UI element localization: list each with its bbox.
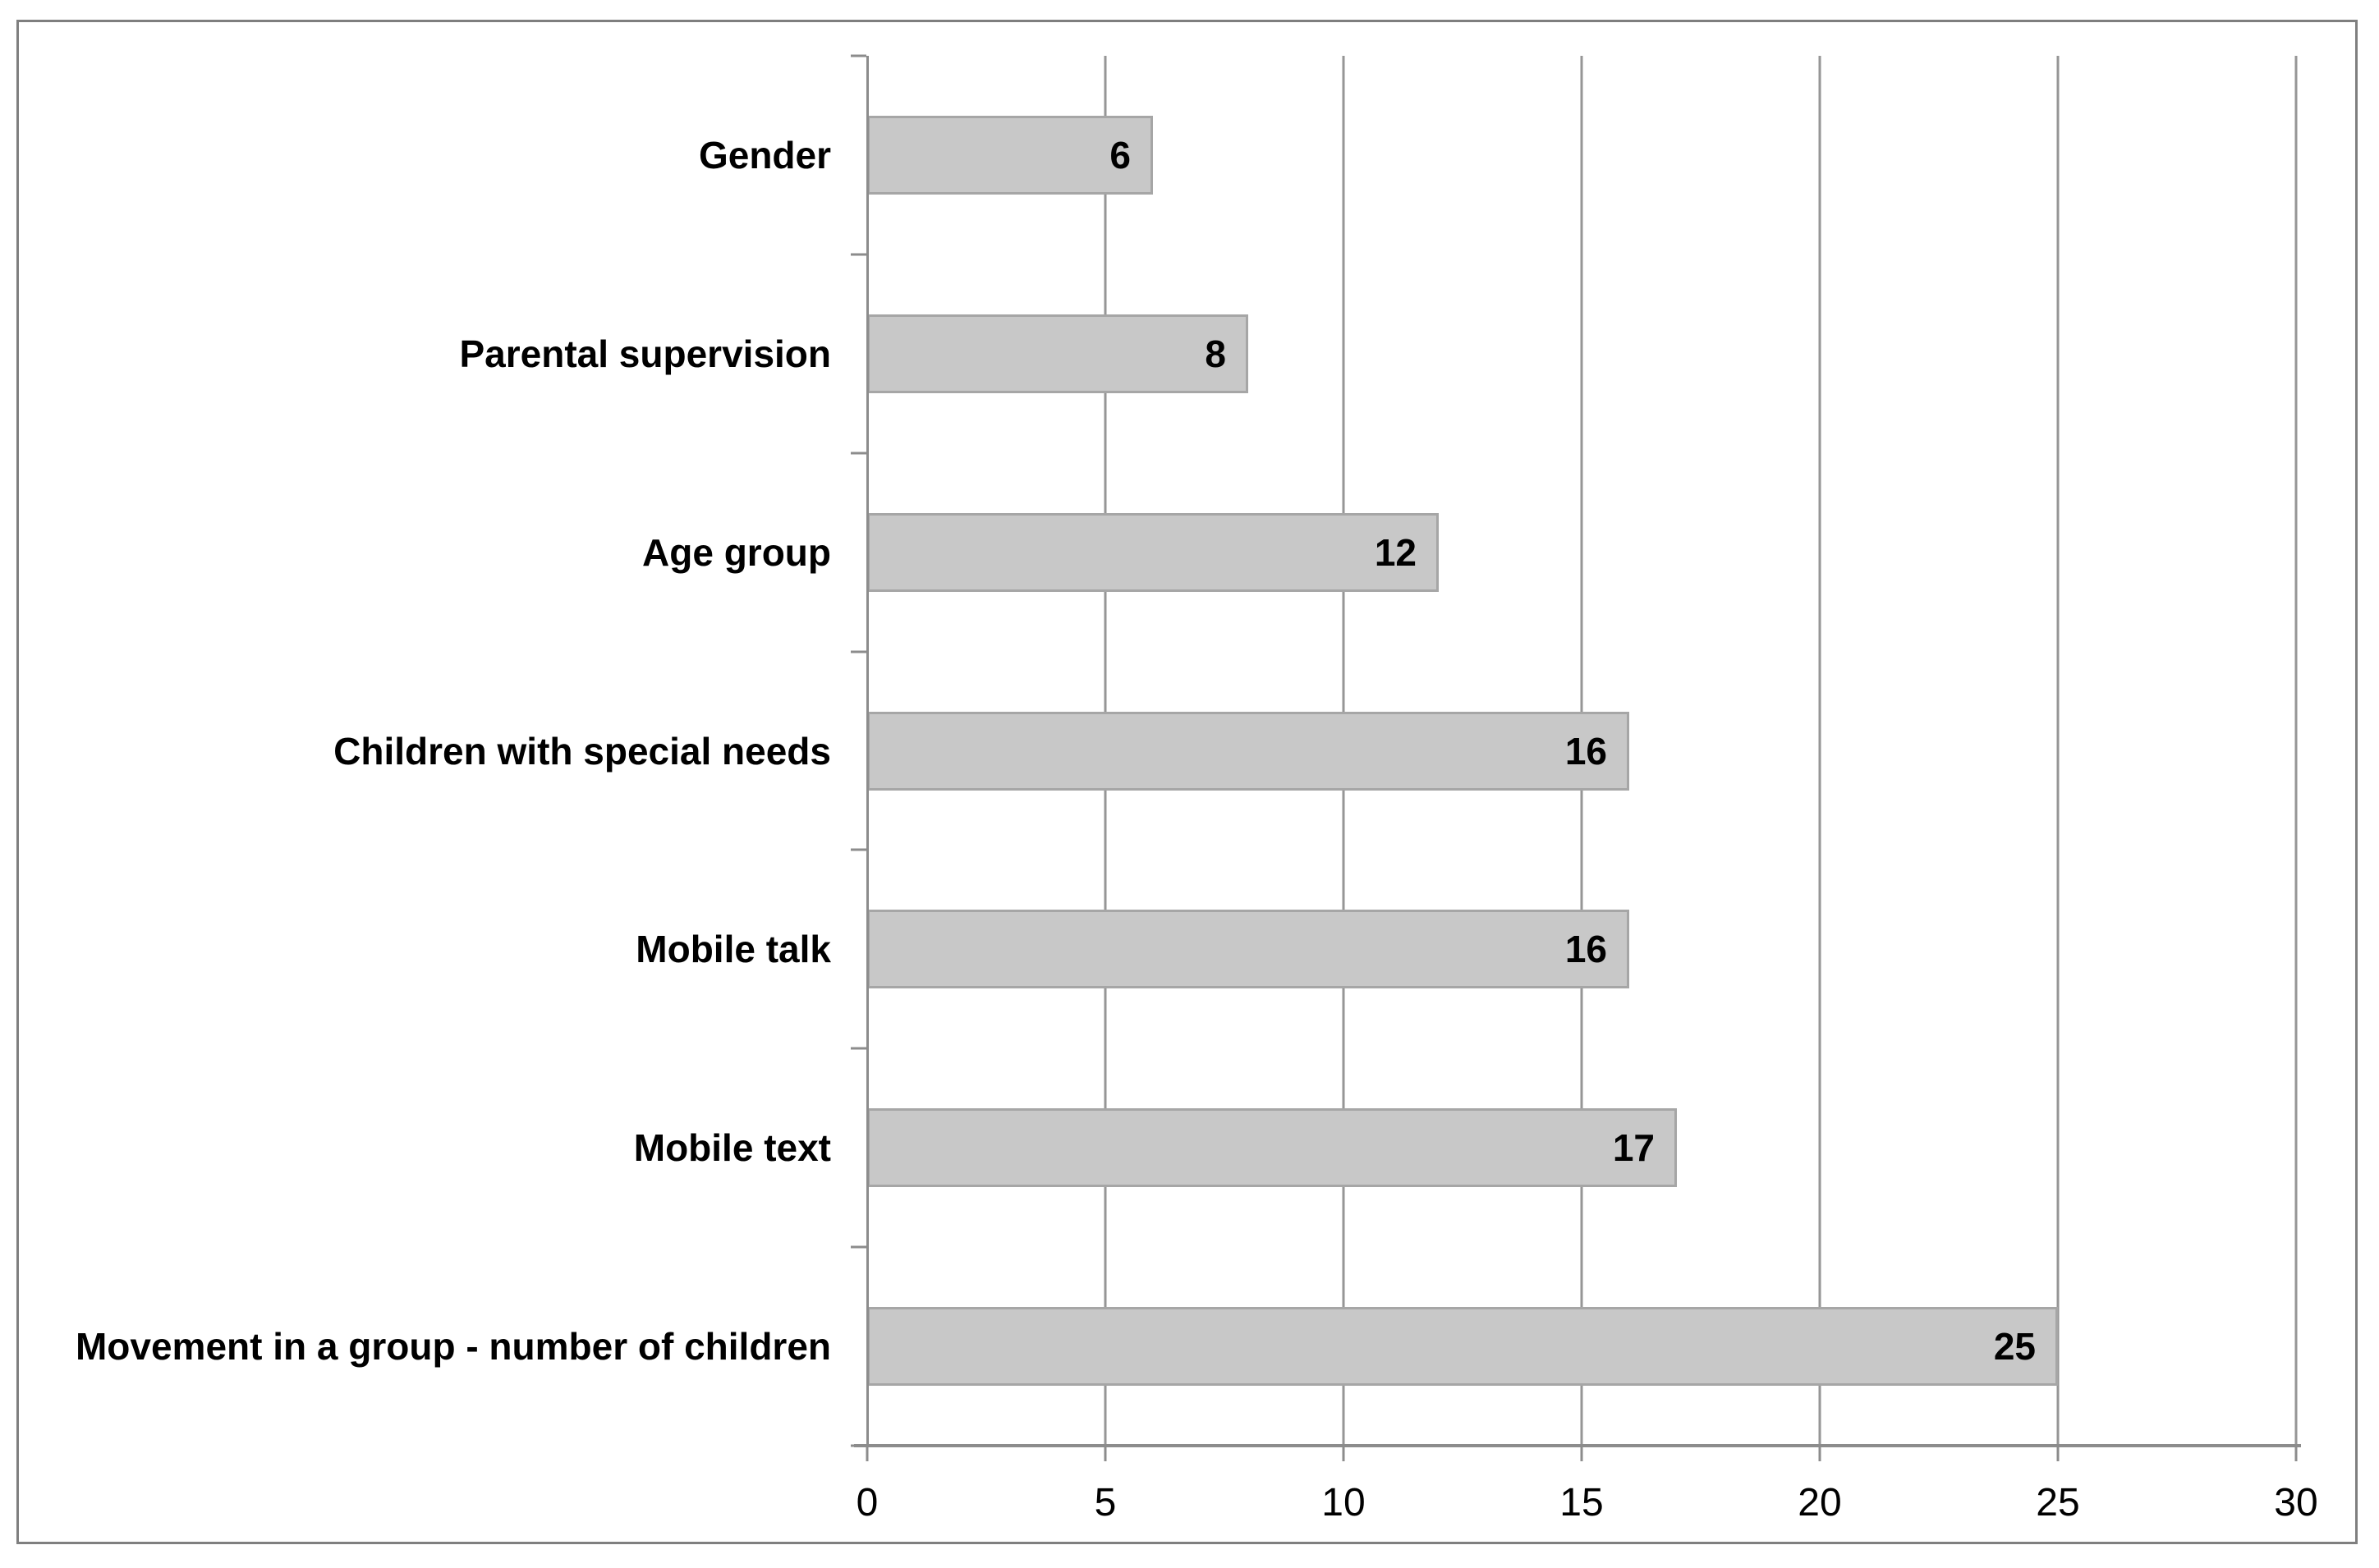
x-axis-tick	[1342, 1446, 1345, 1461]
category-label: Gender	[698, 133, 831, 177]
bar-value-label: 6	[1109, 133, 1131, 177]
x-tick-label: 25	[2036, 1481, 2080, 1524]
bar-value-label: 16	[1564, 928, 1607, 971]
gridline	[2056, 56, 2060, 1446]
x-tick-label: 30	[2274, 1481, 2318, 1524]
x-axis-tick	[2294, 1446, 2298, 1461]
gridline	[1818, 56, 1821, 1446]
gridline	[2294, 56, 2298, 1446]
x-tick-label: 5	[1094, 1481, 1117, 1524]
x-axis-tick	[1104, 1446, 1107, 1461]
x-tick-label: 10	[1321, 1481, 1366, 1524]
bar: 6	[867, 115, 1153, 195]
bar: 17	[867, 1108, 1677, 1188]
category-label: Parental supervision	[459, 332, 832, 375]
x-axis-line	[854, 1444, 2301, 1447]
x-tick-label: 0	[856, 1481, 879, 1524]
x-tick-label: 15	[1559, 1481, 1604, 1524]
bar: 12	[867, 512, 1439, 592]
x-tick-label: 20	[1798, 1481, 1842, 1524]
y-axis-tick	[851, 1047, 866, 1050]
category-axis: Gender Parental supervision Age group Child…	[21, 56, 831, 1446]
y-axis-tick	[851, 1245, 866, 1249]
y-axis-tick	[851, 253, 866, 256]
y-axis-tick	[851, 848, 866, 851]
x-axis-tick	[1818, 1446, 1821, 1461]
bar-value-label: 8	[1205, 332, 1226, 375]
category-label: Movement in a group - number of children	[75, 1325, 831, 1369]
y-axis-tick	[851, 54, 866, 57]
x-axis-tick	[1580, 1446, 1583, 1461]
bar-value-label: 17	[1612, 1126, 1655, 1170]
bar-value-label: 12	[1374, 530, 1417, 574]
y-axis-tick	[851, 452, 866, 455]
category-label: Mobile talk	[636, 928, 831, 971]
bar: 8	[867, 314, 1248, 393]
category-label: Mobile text	[633, 1126, 831, 1170]
bar-value-label: 25	[1993, 1325, 2036, 1369]
category-label: Age group	[642, 530, 831, 574]
bar-value-label: 16	[1564, 729, 1607, 773]
y-axis-tick	[851, 650, 866, 653]
bar: 25	[867, 1307, 2058, 1387]
y-axis-line	[866, 56, 869, 1446]
bar: 16	[867, 711, 1629, 791]
plot-area: 0 5 10 15 20 25 30 6 8 12 16 16 17 25	[851, 54, 2318, 1524]
bar: 16	[867, 910, 1629, 989]
category-label: Children with special needs	[333, 729, 831, 773]
x-axis-tick	[866, 1446, 869, 1461]
x-axis-tick	[2056, 1446, 2060, 1461]
